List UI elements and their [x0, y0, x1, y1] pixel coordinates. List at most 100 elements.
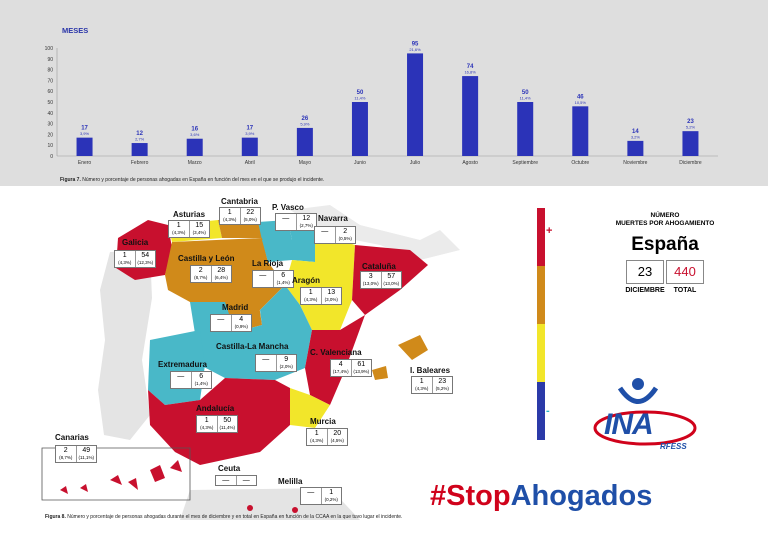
- region-stats-extremadura: —6 (1,4%): [170, 371, 212, 389]
- bar-percent-label: 3,9%: [245, 131, 255, 136]
- bar-percent-label: 5,9%: [300, 121, 310, 126]
- logo-subtext: RFESS: [660, 442, 687, 451]
- x-tick-label: Diciembre: [679, 160, 702, 166]
- region-label-p-vasco: P. Vasco: [272, 203, 304, 212]
- total-stat: 2 (0,5%): [338, 228, 352, 241]
- region-label-extremadura: Extremadura: [158, 360, 207, 369]
- total-stat: 22 (5,0%): [243, 209, 257, 222]
- december-stat: —: [171, 372, 192, 388]
- y-tick-label: 70: [47, 78, 53, 84]
- logo-text: INA: [604, 408, 654, 441]
- region-label-arag-n: Aragón: [292, 276, 320, 285]
- region-label-ceuta: Ceuta: [218, 464, 241, 473]
- total-stat: 6 (1,4%): [194, 373, 208, 386]
- region-stats-catalu-a: 3 (13,0%) 57 (13,0%): [360, 271, 402, 289]
- region-stats-canarias: 2 (8,7%) 49 (11,1%): [55, 445, 97, 463]
- december-stat: 1 (4,3%): [197, 416, 218, 432]
- y-tick-label: 80: [47, 68, 53, 74]
- region-label-cantabria: Cantabria: [221, 197, 258, 206]
- x-tick-label: Febrero: [131, 160, 149, 166]
- y-tick-label: 20: [47, 132, 53, 138]
- total-stat: 6 (1,4%): [276, 272, 290, 285]
- region-label-navarra: Navarra: [318, 214, 348, 223]
- bar-percent-label: 21,6%: [409, 47, 421, 52]
- ina-rfess-logo: INA RFESS: [590, 370, 700, 460]
- monthly-bar-chart-panel: MESES 0 10 20 30 40 50 60 70 80 90 100 17 3,9% Enero…: [0, 0, 768, 186]
- region-stats-castilla-la-mancha: —9 (2,0%): [255, 354, 297, 372]
- region-stats-melilla: —1 (0,2%): [300, 487, 342, 505]
- bar-value-label: 95: [412, 41, 419, 47]
- bar-septiembre: [517, 102, 534, 156]
- region-canarias-inset-frame: [41, 447, 191, 501]
- bar-julio: [407, 53, 424, 156]
- total-deaths-panel: NÚMERO MUERTES POR AHOGAMIENTO España 23…: [590, 212, 740, 294]
- region-label-galicia: Galicia: [122, 238, 149, 247]
- total-stat: 28 (6,4%): [214, 267, 228, 280]
- total-stat: 12 (2,7%): [299, 215, 313, 228]
- bar-octubre: [572, 106, 589, 156]
- total-stat: 54 (12,3%): [137, 252, 154, 265]
- region-melilla: [292, 507, 298, 513]
- scale-plus-sign: +: [546, 225, 553, 237]
- region-label-catalu-a: Cataluña: [362, 262, 396, 271]
- x-tick-label: Octubre: [571, 160, 589, 166]
- bar-percent-label: 11,4%: [354, 96, 365, 101]
- x-tick-label: Junio: [354, 160, 366, 166]
- panel-header-line2: MUERTES POR AHOGAMIENTO: [615, 220, 715, 227]
- bar-value-label: 16: [191, 127, 198, 133]
- december-stat: —: [211, 315, 232, 331]
- bar-noviembre: [627, 140, 644, 156]
- bar-value-label: 23: [687, 119, 694, 125]
- december-stat: —: [276, 214, 297, 230]
- region-label-c-valenciana: C. Valenciana: [310, 348, 362, 357]
- december-stat: 2 (8,7%): [56, 446, 77, 462]
- region-label-murcia: Murcia: [310, 417, 336, 426]
- color-scale-bar: [537, 208, 545, 440]
- bar-percent-label: 3,6%: [190, 132, 200, 137]
- x-tick-label: Julio: [410, 160, 421, 166]
- bar-value-label: 46: [577, 94, 584, 100]
- x-tick-label: Septiembre: [512, 160, 538, 166]
- x-tick-label: Noviembre: [623, 160, 647, 166]
- total-label: TOTAL: [673, 287, 697, 294]
- y-tick-label: 0: [50, 154, 53, 160]
- december-stat: 2 (8,7%): [191, 266, 212, 282]
- total-stat: 61 (13,9%): [353, 361, 370, 374]
- region-baleares: [372, 335, 428, 380]
- december-stat: 1 (4,3%): [301, 288, 322, 304]
- region-label-la-rioja: La Rioja: [252, 259, 284, 268]
- region-la-rioja: [262, 240, 292, 262]
- region-aragon: [285, 232, 355, 330]
- region-stats-andaluc-a: 1 (4,3%) 50 (11,4%): [196, 415, 238, 433]
- total-stat: 23 (5,2%): [435, 378, 449, 391]
- bar-percent-label: 3,2%: [631, 134, 641, 139]
- bar-percent-label: 3,9%: [80, 131, 90, 136]
- x-tick-label: Enero: [78, 160, 92, 166]
- region-stats-ceuta: — —: [215, 475, 257, 486]
- scale-band-2: [537, 266, 545, 324]
- scale-band-1: [537, 208, 545, 266]
- region-stats-castilla-y-le-n: 2 (8,7%) 28 (6,4%): [190, 265, 232, 283]
- y-tick-label: 100: [45, 46, 54, 52]
- region-murcia: [290, 388, 330, 428]
- region-stats-p-vasco: —12 (2,7%): [275, 213, 317, 231]
- bar-abril: [241, 137, 258, 156]
- december-stat: 4 (17,4%): [331, 360, 352, 376]
- bar-percent-label: 2,7%: [135, 137, 145, 142]
- total-stat: 13 (3,0%): [324, 289, 338, 302]
- region-label-castilla-y-le-n: Castilla y León: [178, 254, 235, 263]
- country-name: España: [631, 234, 699, 255]
- figure-7-caption: Figura 7. Número y porcentaje de persona…: [60, 177, 325, 183]
- bar-value-label: 74: [467, 64, 474, 70]
- december-stat: 1 (4,3%): [115, 251, 136, 267]
- region-stats-i-baleares: 1 (4,3%) 23 (5,2%): [411, 376, 453, 394]
- bar-value-label: 12: [136, 131, 143, 137]
- scale-band-4: [537, 382, 545, 440]
- portugal-shape: [98, 250, 152, 440]
- x-tick-label: Marzo: [188, 160, 202, 166]
- december-stat: 3 (13,0%): [361, 272, 382, 288]
- bar-value-label: 17: [81, 126, 88, 132]
- total-stat: 15 (3,4%): [192, 222, 206, 235]
- bar-value-label: 14: [632, 129, 639, 135]
